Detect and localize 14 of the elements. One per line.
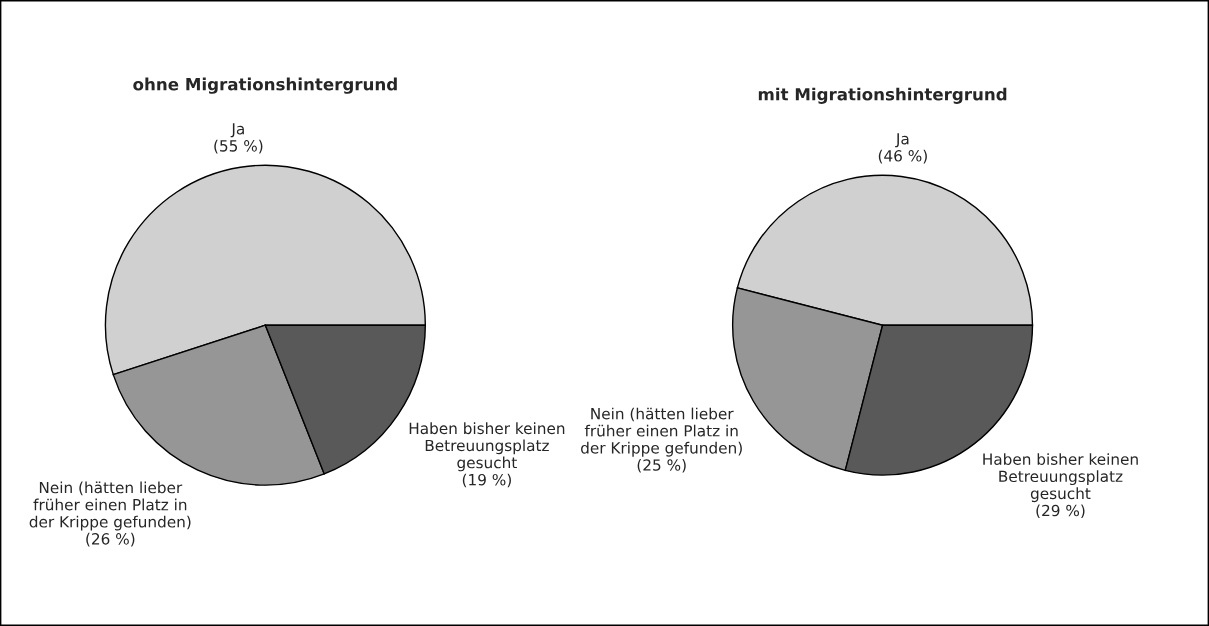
- slice-label: Haben bisher keinen Betreuungsplatz gesucht: [983, 453, 1138, 503]
- chart-title: mit Migrationshintergrund: [758, 87, 1007, 104]
- data-label: (26 %): [86, 532, 135, 547]
- data-label: (25 %): [637, 458, 686, 473]
- slice-label: Ja: [895, 133, 909, 148]
- data-label: (29 %): [1036, 504, 1085, 519]
- slice-label: Nein (hätten lieber früher einen Platz in der Krippe gefunden): [29, 481, 191, 531]
- slice-label: Ja: [230, 123, 244, 138]
- data-label: (46 %): [878, 149, 927, 164]
- data-label: (19 %): [462, 473, 511, 488]
- slice-label: Haben bisher keinen Betreuungsplatz gesucht: [409, 422, 565, 472]
- chart-title: ohne Migrationshintergrund: [133, 77, 397, 94]
- data-label: (55 %): [214, 139, 263, 154]
- slice-label: Nein (hätten lieber früher einen Platz in der Krippe gefunden): [581, 407, 742, 457]
